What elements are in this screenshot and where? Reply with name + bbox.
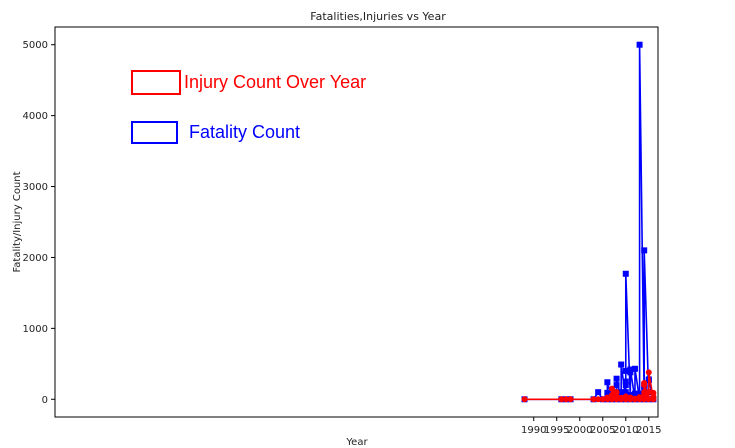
data-point	[622, 270, 629, 277]
x-tick-label: 2005	[590, 425, 615, 436]
data-point	[608, 385, 615, 392]
legend-label-injury: Injury Count Over Year	[184, 72, 366, 92]
data-point	[641, 247, 648, 254]
x-tick-label: 2015	[636, 425, 661, 436]
data-point	[608, 392, 615, 399]
data-point	[613, 382, 620, 389]
data-point	[627, 366, 634, 373]
data-point	[631, 390, 638, 397]
data-point	[618, 389, 625, 396]
plot-frame	[54, 26, 659, 418]
data-point	[618, 394, 625, 401]
data-point	[622, 389, 629, 396]
y-tick-label: 1000	[23, 324, 48, 335]
data-point	[622, 367, 629, 374]
data-point	[613, 375, 620, 382]
data-point	[521, 396, 528, 403]
data-point	[590, 396, 597, 403]
data-point	[622, 382, 629, 389]
y-axis-label: Fatality/Injury Count	[12, 171, 23, 272]
data-point	[599, 396, 606, 403]
data-point	[645, 369, 652, 376]
data-point	[636, 394, 643, 401]
data-point	[636, 390, 643, 397]
data-point	[613, 389, 620, 396]
data-point	[641, 379, 648, 386]
data-point	[613, 394, 620, 401]
data-point	[604, 394, 611, 401]
chart-title: Fatalities,Injuries vs Year	[310, 10, 446, 23]
x-tick-label: 1995	[544, 425, 569, 436]
data-point	[604, 389, 611, 396]
data-point	[631, 395, 638, 402]
legend-swatch-injury	[131, 70, 181, 95]
data-point	[627, 394, 634, 401]
data-point	[636, 41, 643, 48]
data-point	[641, 389, 648, 396]
data-point	[567, 396, 574, 403]
data-point	[562, 396, 569, 403]
data-point	[622, 393, 629, 400]
series-line	[524, 43, 655, 401]
y-tick-label: 5000	[23, 40, 48, 51]
legend-label-fatality: Fatality Count	[189, 122, 300, 142]
legend-swatch-fatality	[131, 121, 178, 144]
series-layer	[521, 41, 657, 403]
data-point	[604, 379, 611, 386]
y-tick-label: 4000	[23, 111, 48, 122]
data-point	[618, 361, 625, 368]
data-point	[595, 396, 602, 403]
x-tick-label: 2000	[567, 425, 592, 436]
data-point	[631, 365, 638, 372]
y-tick-label: 2000	[23, 253, 48, 264]
x-axis-label: Year	[345, 437, 368, 448]
x-tick-label: 1990	[521, 425, 546, 436]
y-tick-label: 3000	[23, 182, 48, 193]
data-point	[645, 396, 652, 403]
data-point	[645, 389, 652, 396]
legend: Injury Count Over Year Fatality Count	[131, 70, 366, 144]
data-point	[558, 396, 565, 403]
data-point	[622, 378, 629, 385]
series-fatality	[521, 41, 657, 403]
data-point	[608, 396, 615, 403]
y-axis-ticks: 0 1000 2000 3000 4000 5000	[23, 40, 55, 406]
y-tick-label: 0	[42, 395, 48, 406]
data-point	[650, 389, 657, 396]
series-injury	[521, 369, 657, 403]
x-tick-label: 2010	[613, 425, 638, 436]
data-point	[595, 389, 602, 396]
